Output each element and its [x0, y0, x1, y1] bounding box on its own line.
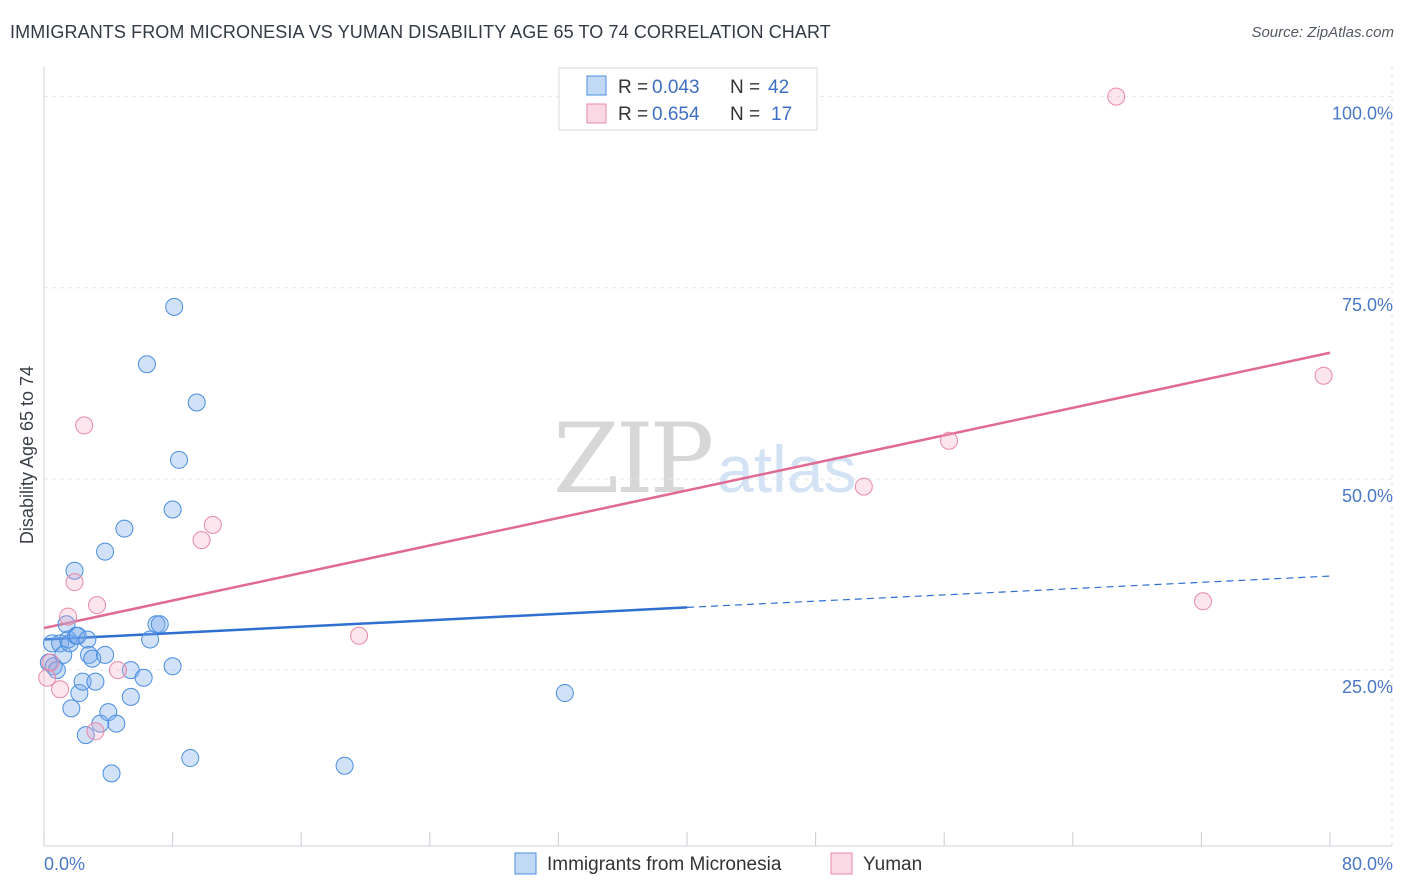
point-s0-22 [96, 542, 115, 561]
x-tick-label-0: 0.0% [44, 854, 85, 874]
trendline-micronesia-solid [43, 606, 688, 641]
chart-title: IMMIGRANTS FROM MICRONESIA VS YUMAN DISA… [10, 22, 831, 42]
watermark-zip: ZIP [553, 403, 712, 515]
legend-r-label-2: R = [618, 104, 648, 125]
point-s1-16 [1314, 366, 1333, 385]
legend-r-value-1: 0.043 [652, 77, 700, 98]
legend-box [558, 67, 818, 131]
point-s0-39 [187, 393, 206, 412]
trendline-micronesia-dashed [686, 575, 1331, 609]
point-s1-1 [41, 653, 60, 672]
point-s0-40 [335, 756, 354, 775]
point-s0-19 [86, 672, 105, 691]
series-legend-label-yuman: Yuman [863, 854, 922, 875]
trendline-yuman [43, 351, 1331, 630]
stats-legend: R = 0.043 N = 42 R = 0.654 N = 17 [558, 67, 818, 131]
watermark: ZIP atlas [553, 403, 856, 515]
point-s0-28 [121, 687, 140, 706]
point-s1-15 [1194, 592, 1213, 611]
point-s0-37 [170, 450, 189, 469]
point-s0-12 [68, 626, 87, 645]
point-s1-10 [203, 515, 222, 534]
point-s0-15 [76, 726, 95, 745]
point-s0-14 [73, 672, 92, 691]
point-s1-13 [940, 431, 959, 450]
point-s0-41 [555, 684, 574, 703]
point-s1-5 [75, 416, 94, 435]
x-tick-labels: 0.0% 80.0% [44, 854, 1393, 874]
point-s1-6 [86, 722, 105, 741]
point-s1-4 [65, 573, 84, 592]
point-s0-26 [115, 519, 134, 538]
point-s1-12 [854, 477, 873, 496]
y-tick-label-0: 25.0% [1342, 677, 1393, 697]
point-s0-29 [134, 668, 153, 687]
point-s0-34 [163, 657, 182, 676]
source-credit: Source: ZipAtlas.com [1251, 24, 1394, 41]
point-s0-16 [78, 630, 97, 649]
point-s0-38 [181, 749, 200, 768]
y-axis-label: Disability Age 65 to 74 [17, 366, 37, 544]
point-s0-33 [150, 615, 169, 634]
series-legend: Immigrants from Micronesia Yuman [514, 852, 922, 875]
series-legend-label-micronesia: Immigrants from Micronesia [547, 854, 782, 875]
point-s0-3 [47, 661, 66, 680]
point-s0-6 [57, 615, 76, 634]
series-legend-swatch-pink [830, 852, 853, 875]
point-s1-2 [51, 680, 70, 699]
legend-n-value-1: 42 [768, 77, 789, 98]
legend-n-label-1: N = [730, 77, 760, 98]
legend-n-value-2: 17 [771, 104, 792, 125]
legend-swatch-pink [586, 103, 607, 124]
legend-swatch-blue [586, 75, 607, 96]
point-s1-3 [59, 607, 78, 626]
point-s1-8 [108, 661, 127, 680]
point-s0-25 [107, 714, 126, 733]
point-s1-9 [192, 531, 211, 550]
point-s1-11 [350, 626, 369, 645]
legend-r-label-1: R = [618, 77, 648, 98]
y-tick-labels: 25.0% 50.0% 75.0% 100.0% [1332, 104, 1393, 698]
point-s0-35 [163, 500, 182, 519]
point-s1-14 [1107, 87, 1126, 106]
point-s0-31 [141, 630, 160, 649]
point-s1-7 [88, 596, 107, 615]
point-s0-24 [102, 764, 121, 783]
point-s0-21 [96, 645, 115, 664]
y-tick-label-3: 100.0% [1332, 104, 1393, 124]
legend-r-value-2: 0.654 [652, 104, 700, 125]
point-s1-0 [38, 668, 57, 687]
point-s0-30 [137, 355, 156, 374]
point-s0-9 [62, 699, 81, 718]
axes [43, 66, 1392, 847]
point-s0-36 [165, 297, 184, 316]
y-tick-label-1: 50.0% [1342, 486, 1393, 506]
point-s0-13 [70, 684, 89, 703]
legend-n-label-2: N = [730, 104, 760, 125]
y-tick-label-2: 75.0% [1342, 295, 1393, 315]
trendlines [43, 351, 1331, 641]
series-legend-swatch-blue [514, 852, 537, 875]
data-points [38, 87, 1333, 783]
x-tick-label-1: 80.0% [1342, 854, 1393, 874]
